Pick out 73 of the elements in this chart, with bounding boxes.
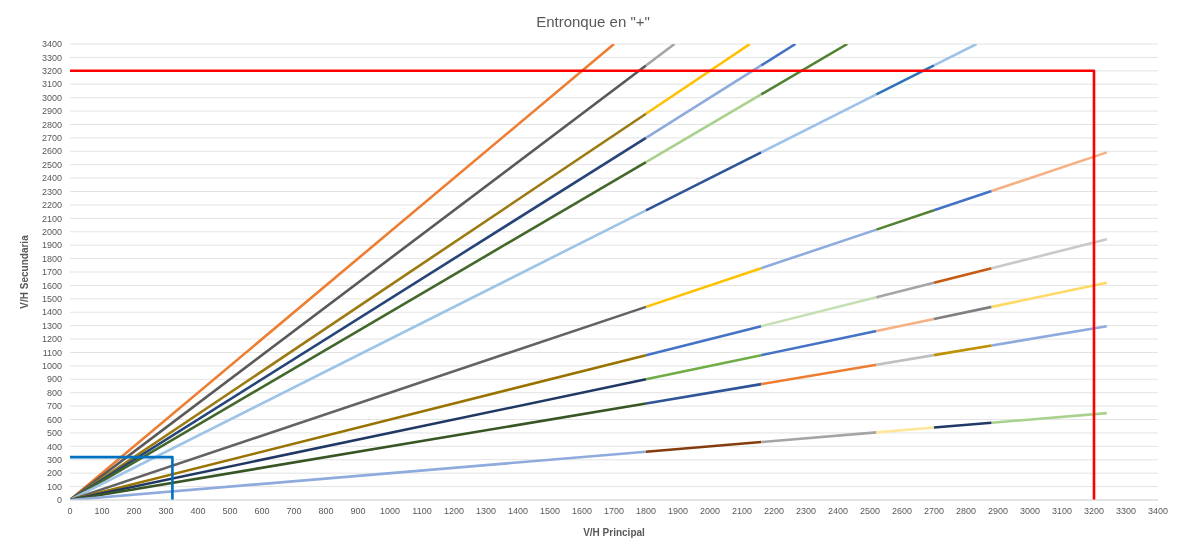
- y-tick-label: 1100: [42, 347, 62, 358]
- x-tick-label: 1900: [667, 506, 689, 517]
- x-tick-label: 500: [222, 506, 238, 517]
- y-tick-label: 500: [46, 428, 62, 439]
- x-tick-label: 2400: [827, 506, 849, 517]
- x-tick-label: 1100: [412, 506, 432, 517]
- x-tick-label: 1300: [475, 506, 497, 517]
- x-tick-label: 900: [350, 506, 366, 517]
- y-tick-label: 1700: [41, 267, 62, 278]
- y-tick-label: 2500: [41, 159, 62, 170]
- y-tick-label: 2600: [41, 146, 62, 157]
- x-tick-label: 2700: [923, 506, 945, 517]
- y-tick-label: 1600: [41, 280, 62, 291]
- x-tick-label: 2300: [795, 506, 817, 517]
- y-tick-label: 3000: [41, 92, 62, 103]
- x-tick-label: 2600: [891, 506, 913, 517]
- chart-title: Entronque en "+": [535, 12, 651, 32]
- y-tick-label: 700: [46, 401, 62, 412]
- x-tick-label: 700: [286, 506, 302, 517]
- x-tick-label: 2500: [859, 506, 881, 517]
- y-tick-label: 3100: [41, 79, 62, 90]
- x-tick-label: 100: [94, 506, 110, 517]
- x-tick-label: 2800: [955, 506, 977, 517]
- x-tick-label: 1500: [539, 506, 561, 517]
- y-tick-label: 1200: [41, 334, 62, 345]
- x-tick-label: 800: [318, 506, 334, 517]
- x-tick-label: 1000: [379, 506, 401, 517]
- y-tick-label: 3300: [41, 52, 62, 63]
- y-tick-label: 1400: [41, 307, 62, 318]
- y-tick-label: 2300: [41, 186, 62, 197]
- x-tick-label: 3200: [1083, 506, 1105, 517]
- x-tick-label: 3000: [1019, 506, 1041, 517]
- x-tick-label: 1800: [635, 506, 657, 517]
- y-tick-label: 800: [46, 387, 62, 398]
- y-tick-label: 2200: [41, 200, 62, 211]
- x-tick-label: 300: [158, 506, 174, 517]
- y-axis-title: V/H Secundaria: [18, 234, 30, 309]
- y-tick-label: 900: [46, 374, 62, 385]
- x-tick-label: 2200: [763, 506, 785, 517]
- y-tick-label: 1800: [41, 253, 62, 264]
- x-tick-label: 2000: [699, 506, 721, 517]
- x-tick-label: 2100: [731, 506, 753, 517]
- y-tick-label: 0: [56, 495, 62, 506]
- y-tick-label: 2000: [41, 226, 62, 237]
- x-tick-label: 2900: [987, 506, 1009, 517]
- x-tick-label: 400: [190, 506, 206, 517]
- x-tick-label: 1700: [603, 506, 625, 517]
- x-tick-label: 200: [126, 506, 142, 517]
- x-tick-label: 3100: [1051, 506, 1073, 517]
- y-tick-label: 400: [46, 441, 62, 452]
- x-tick-label: 1400: [507, 506, 529, 517]
- x-tick-label: 3300: [1115, 506, 1137, 517]
- y-tick-label: 2400: [41, 173, 62, 184]
- x-tick-label: 0: [67, 506, 73, 517]
- y-tick-label: 2100: [41, 213, 62, 224]
- y-tick-label: 3400: [41, 39, 62, 50]
- y-tick-label: 300: [46, 454, 62, 465]
- y-tick-label: 200: [46, 468, 62, 479]
- x-tick-label: 600: [254, 506, 270, 517]
- y-tick-label: 1500: [41, 294, 62, 305]
- y-tick-label: 2900: [41, 106, 62, 117]
- x-tick-label: 1200: [443, 506, 465, 517]
- x-axis-title: V/H Principal: [583, 527, 646, 538]
- y-tick-label: 1300: [41, 320, 62, 331]
- y-tick-label: 3200: [41, 66, 62, 77]
- y-tick-label: 600: [46, 414, 62, 425]
- y-tick-label: 1900: [41, 240, 62, 251]
- x-tick-label: 1600: [571, 506, 593, 517]
- x-tick-label: 3400: [1147, 506, 1169, 517]
- y-tick-label: 2700: [41, 133, 62, 144]
- y-tick-label: 2800: [41, 119, 62, 130]
- y-tick-label: 1000: [41, 361, 62, 372]
- y-tick-label: 100: [46, 481, 62, 492]
